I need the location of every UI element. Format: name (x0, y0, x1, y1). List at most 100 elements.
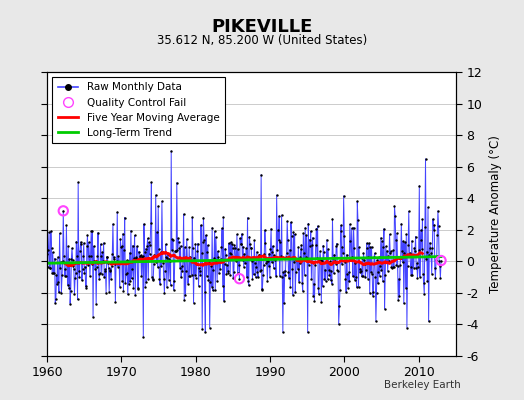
Point (127, 227, 135, 234)
Point (174, 235, 182, 242)
Point (71, 275, 79, 281)
Point (131, 292, 139, 298)
Point (170, 278, 179, 284)
Point (121, 280, 129, 286)
Point (417, 237, 425, 243)
Point (277, 253, 285, 259)
Point (110, 256, 118, 262)
Point (395, 293, 403, 300)
Point (360, 256, 368, 263)
Point (105, 288, 113, 295)
Point (192, 274, 200, 281)
Point (403, 324, 411, 331)
Point (154, 264, 162, 270)
Point (333, 240, 341, 247)
Point (96, 270, 104, 276)
Point (158, 249, 167, 255)
Point (100, 240, 108, 246)
Point (269, 265, 278, 272)
Point (353, 284, 361, 290)
Point (226, 272, 234, 278)
Point (196, 272, 204, 278)
Point (235, 276, 244, 282)
Point (138, 254, 146, 261)
Point (83, 243, 91, 250)
Point (408, 238, 416, 244)
Point (182, 236, 191, 242)
Point (282, 254, 290, 260)
Point (245, 282, 253, 288)
Point (261, 240, 270, 246)
Point (248, 258, 256, 264)
Point (134, 286, 143, 292)
Point (211, 228, 219, 235)
Point (179, 211, 188, 217)
Point (401, 285, 410, 292)
Point (260, 227, 269, 233)
Point (150, 252, 159, 258)
Point (204, 242, 212, 248)
Point (75, 274, 84, 280)
Point (352, 274, 360, 280)
Point (189, 245, 197, 252)
Point (299, 230, 308, 236)
Point (208, 224, 216, 231)
Point (395, 276, 403, 282)
Point (376, 263, 385, 270)
Point (350, 224, 358, 231)
Point (47, 245, 56, 251)
Point (136, 254, 145, 260)
Point (61, 266, 69, 272)
Point (223, 268, 232, 274)
Point (115, 260, 123, 266)
Point (244, 278, 253, 284)
Point (238, 231, 246, 237)
Point (435, 263, 444, 269)
Point (311, 262, 319, 268)
Point (99, 258, 107, 264)
Point (54, 279, 62, 285)
Point (149, 276, 157, 282)
Point (115, 283, 124, 290)
Point (267, 259, 276, 266)
Point (101, 266, 109, 273)
Point (299, 288, 307, 294)
Point (150, 260, 158, 267)
Point (372, 318, 380, 324)
Point (104, 264, 113, 271)
Point (309, 234, 317, 241)
Point (341, 258, 349, 265)
Point (369, 289, 378, 295)
Point (273, 246, 281, 253)
Point (212, 258, 221, 264)
Point (188, 214, 196, 220)
Point (427, 244, 435, 251)
Point (182, 268, 190, 274)
Point (201, 289, 209, 296)
Point (88, 260, 96, 267)
Point (316, 257, 325, 263)
Point (67, 256, 75, 262)
Point (130, 254, 138, 261)
Point (433, 232, 442, 238)
Point (357, 273, 366, 280)
Point (106, 266, 115, 273)
Point (64, 243, 72, 250)
Point (236, 235, 244, 241)
Point (256, 268, 264, 274)
Point (429, 216, 437, 222)
Point (90, 243, 98, 249)
Point (210, 255, 218, 262)
Point (321, 278, 330, 284)
Point (293, 256, 301, 262)
Point (310, 280, 318, 287)
Point (47, 228, 55, 234)
Point (175, 245, 183, 252)
Point (388, 265, 396, 271)
Point (117, 244, 125, 250)
Point (252, 274, 260, 280)
Point (67, 287, 75, 294)
Point (153, 229, 161, 235)
Point (375, 273, 384, 279)
Point (319, 283, 327, 289)
